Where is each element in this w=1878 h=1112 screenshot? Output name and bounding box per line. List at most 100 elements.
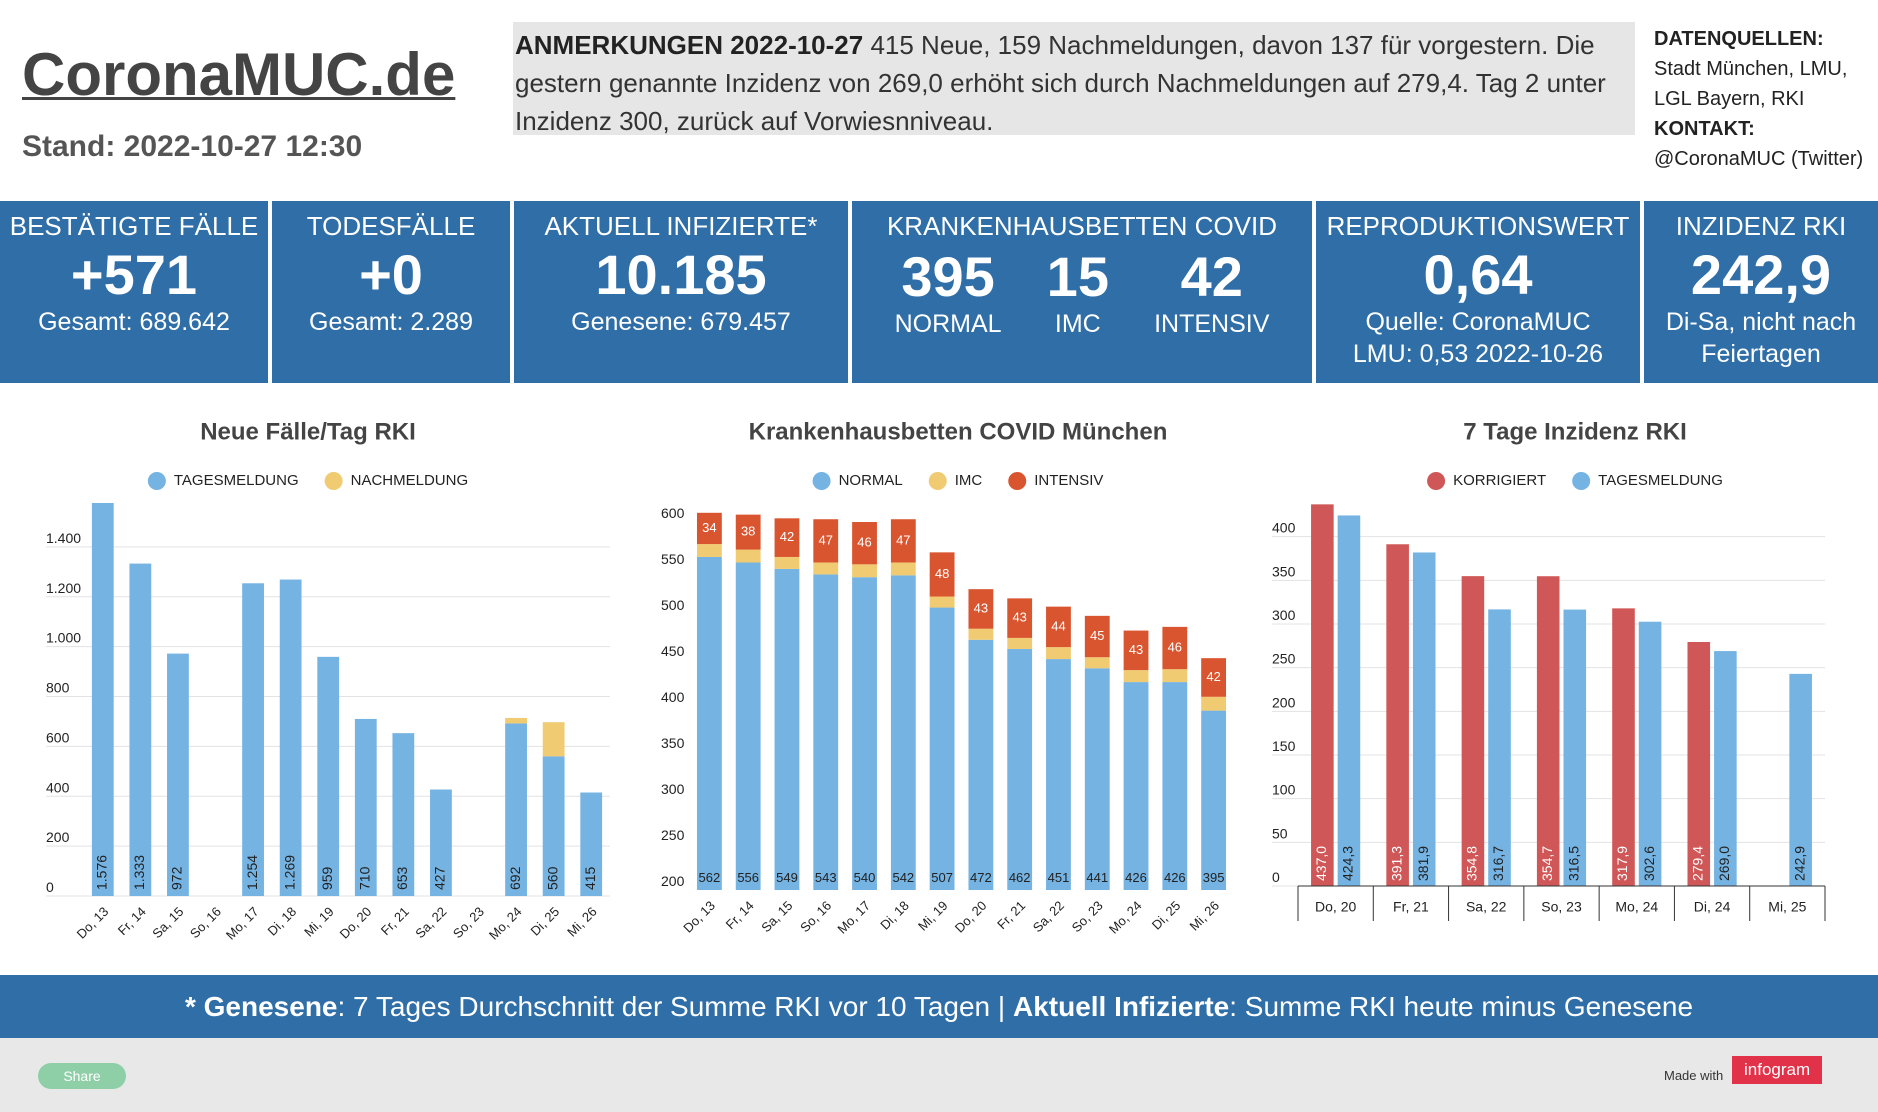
data-label: 44 [1051, 618, 1065, 633]
bar [1162, 669, 1188, 683]
data-label: 43 [1012, 610, 1026, 625]
bar [1201, 658, 1227, 697]
share-button[interactable]: Share [38, 1063, 126, 1089]
legend-label: IMC [955, 472, 983, 489]
data-label: 972 [169, 866, 185, 890]
data-label: 279,4 [1689, 846, 1705, 881]
x-tick-label: Mi, 26 [564, 904, 600, 940]
data-label: 507 [931, 870, 953, 885]
x-tick-label: Mi, 19 [301, 904, 337, 940]
bar [430, 789, 452, 896]
tile-title: KRANKENHAUSBETTEN COVID [886, 211, 1278, 241]
bar [1046, 606, 1071, 648]
bar [1412, 552, 1436, 886]
data-label: 42 [1206, 669, 1220, 684]
chart-title: 7 Tage Inzidenz RKI [1463, 418, 1687, 445]
y-tick-label: 200 [1272, 694, 1296, 710]
bar [129, 563, 152, 896]
y-tick-label: 300 [661, 781, 685, 797]
source-line: LGL Bayern, RKI [1654, 88, 1805, 110]
data-label: 45 [1090, 628, 1104, 643]
bar [1046, 659, 1071, 890]
tile-value: 15 [1046, 245, 1109, 308]
tile-columns: 395 NORMAL 15 IMC 42 INTENSIV [852, 242, 1312, 340]
bar [1162, 682, 1188, 890]
tile-title: INZIDENZ RKI [1675, 211, 1847, 241]
bar [1123, 670, 1149, 683]
tile-value: 42 [1180, 245, 1243, 308]
data-label: 426 [1125, 870, 1147, 885]
bar [354, 718, 377, 896]
y-tick-label: 1.400 [46, 530, 81, 546]
legend-label: TAGESMELDUNG [174, 472, 299, 489]
notes-heading: ANMERKUNGEN 2022-10-27 [515, 30, 864, 60]
tile-item: 42 INTENSIV [1154, 242, 1269, 340]
x-tick-label: Sa, 15 [758, 898, 795, 935]
legend-label: NACHMELDUNG [351, 472, 469, 489]
legend-swatch [324, 472, 343, 490]
contact: @CoronaMUC (Twitter) [1654, 148, 1864, 170]
x-tick-label: Di, 25 [528, 904, 563, 939]
bar [774, 556, 800, 569]
x-tick-label: Di, 24 [1694, 899, 1731, 915]
data-label: 1.333 [131, 855, 147, 890]
brand-link[interactable]: infogram [1732, 1056, 1823, 1084]
x-tick-label: Fr, 21 [994, 898, 1028, 932]
y-tick-label: 400 [46, 779, 70, 795]
data-label: 391,3 [1388, 846, 1404, 881]
legend-swatch [147, 472, 166, 490]
data-label: 269,0 [1716, 846, 1732, 881]
tile-title: TODESFÄLLE [306, 211, 476, 241]
y-tick-label: 500 [661, 597, 685, 613]
y-tick-label: 1.200 [46, 580, 81, 596]
data-label: 959 [319, 866, 335, 890]
bar [1007, 598, 1033, 638]
data-label: 462 [1009, 870, 1031, 885]
x-tick-label: Mi, 19 [915, 898, 951, 934]
x-tick-label: Do, 20 [1315, 899, 1356, 915]
bar [774, 518, 800, 557]
bar [1007, 637, 1033, 649]
data-label: 692 [507, 866, 523, 890]
data-label: 540 [854, 870, 876, 885]
data-label: 395 [1203, 870, 1225, 885]
x-tick-label: So, 23 [1069, 898, 1106, 935]
y-tick-label: 200 [661, 873, 685, 889]
notes: ANMERKUNGEN 2022-10-27 415 Neue, 159 Nac… [513, 22, 1635, 136]
data-label: 302,6 [1641, 846, 1657, 881]
bar [1337, 515, 1361, 886]
bar [1311, 504, 1334, 886]
bar [1612, 608, 1635, 886]
chart-title: Krankenhausbetten COVID München [749, 418, 1168, 445]
bar [696, 544, 722, 557]
legend-label: TAGESMELDUNG [1598, 472, 1723, 489]
y-tick-label: 0 [46, 879, 54, 895]
bar [1789, 673, 1812, 886]
tile-title: BESTÄTIGTE FÄLLE [9, 211, 259, 241]
bar [542, 756, 565, 896]
legend: KORRIGIERT TAGESMELDUNG [1427, 472, 1723, 490]
tile-value: +0 [359, 243, 423, 306]
bar [696, 556, 722, 890]
site-title: CoronaMUC.de [22, 41, 456, 108]
bar [813, 574, 839, 890]
y-tick-label: 400 [1272, 520, 1296, 536]
data-label: 1.576 [93, 855, 109, 890]
tile: KRANKENHAUSBETTEN COVID 395 NORMAL 15 IMC … [852, 201, 1312, 383]
x-tick-label: Mo, 24 [1106, 898, 1145, 937]
data-label: 46 [1168, 639, 1182, 654]
data-label: 42 [780, 529, 794, 544]
x-tick-label: Fr, 14 [115, 904, 149, 938]
bar [968, 639, 994, 890]
y-tick-label: 200 [46, 829, 70, 845]
x-tick-label: Fr, 21 [378, 904, 412, 938]
bar [890, 519, 916, 563]
bar [1162, 626, 1188, 670]
data-label: 34 [702, 520, 716, 535]
data-label: 317,9 [1614, 846, 1630, 881]
data-label: 710 [356, 866, 372, 890]
notes-text: 415 Neue, 159 Nachmeldungen, davon 137 f… [515, 30, 1606, 136]
footnote-banner: * Genesene: 7 Tages Durchschnitt der Sum… [0, 975, 1878, 1038]
data-label: 316,7 [1490, 846, 1506, 881]
data-label: 441 [1086, 870, 1108, 885]
